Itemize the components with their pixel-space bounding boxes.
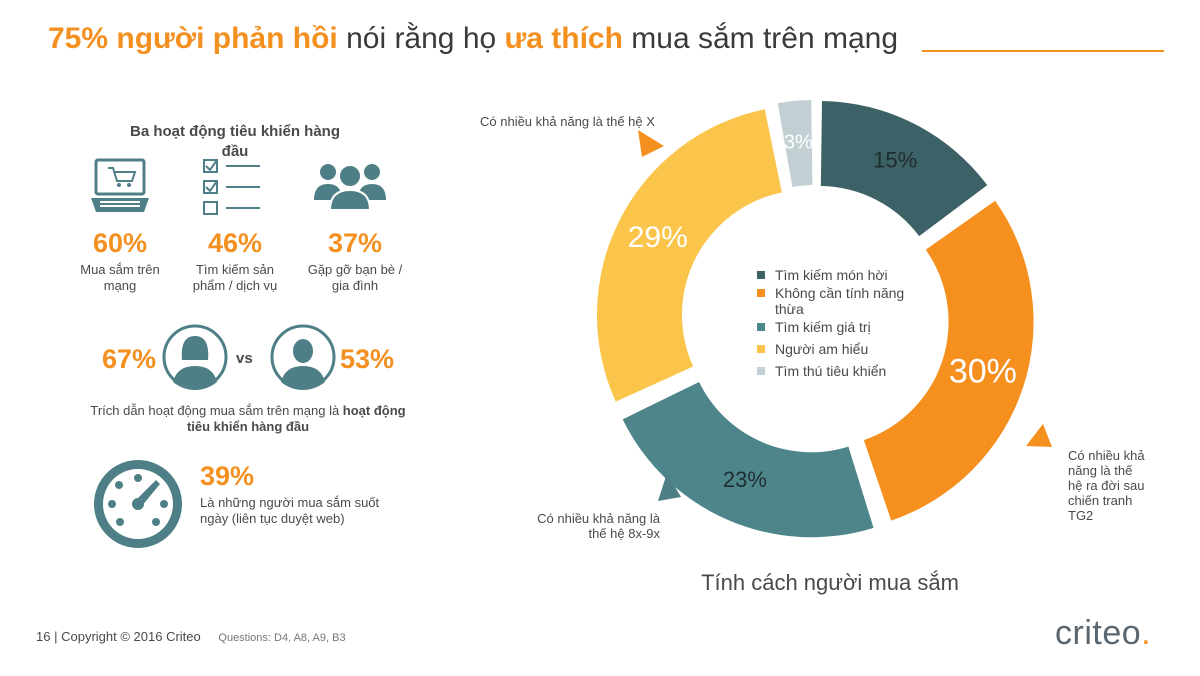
top-activities-heading: Ba hoạt động tiêu khiển hàng đầu (130, 123, 340, 160)
always-on-percent: 39% (200, 461, 255, 491)
copyright-text: Copyright © 2016 Criteo (61, 629, 201, 644)
footer-separator: | (54, 629, 58, 644)
donut-slice (622, 382, 874, 538)
legend-swatch (757, 289, 765, 297)
legend-label: Tìm kiếm giá trị (775, 319, 871, 335)
female-avatar-icon (162, 324, 228, 390)
questions-reference: Questions: D4, A8, A9, B3 (218, 632, 346, 644)
activity-1-label: Mua sắm trên mạng (80, 262, 160, 293)
donut-slice (820, 101, 988, 237)
annotation-postwar: Có nhiều khả năng là thế hệ ra đời sau c… (1068, 448, 1145, 523)
activity-3-percent: 37% (327, 228, 383, 258)
legend-swatch (757, 323, 765, 331)
activity-2-percent: 46% (207, 228, 263, 258)
checklist-icon (203, 159, 260, 215)
activity-1-percent: 60% (92, 228, 148, 258)
annotation-pointer-postwar (1026, 424, 1052, 447)
title-highlight-prefer: ưa thích (504, 22, 623, 55)
legend-swatch (757, 367, 765, 375)
legend-swatch (757, 345, 765, 353)
legend-label: Tìm kiếm món hời (775, 267, 888, 283)
activity-3-label: Gặp gỡ bạn bè / gia đình (307, 262, 403, 293)
slice-value-label: 23% (723, 467, 767, 492)
annotation-gen-x: Có nhiều khả năng là thế hệ X (480, 114, 655, 129)
criteo-logo: criteo. (1055, 614, 1151, 653)
footer: 16 | Copyright © 2016 Criteo Questions: … (36, 629, 346, 644)
title-highlight-stat: 75% người phản hồi (48, 22, 338, 55)
legend-swatch (757, 271, 765, 279)
page-number: 16 (36, 629, 51, 644)
donut-slice (596, 109, 782, 402)
slice-value-label: 15% (873, 148, 917, 173)
female-percent: 67% (101, 344, 157, 374)
legend-label: Tìm thú tiêu khiển (775, 363, 887, 379)
male-avatar-icon (270, 324, 336, 390)
annotation-8x9x: Có nhiều khả năng là thế hệ 8x-9x (537, 511, 660, 541)
annotation-pointer-gen-x (638, 130, 664, 157)
slice-value-label: 3% (784, 132, 813, 154)
legend-label: Người am hiểu (775, 341, 869, 357)
donut-slice (777, 100, 813, 187)
speedometer-icon (94, 460, 182, 548)
laptop-cart-icon (91, 158, 149, 212)
logo-dot: . (1141, 614, 1152, 652)
gender-caption-text: Trích dẫn hoạt động mua sắm trên mạng là (90, 403, 343, 418)
legend-label: Không cần tính năng thừa (775, 285, 905, 317)
slice-value-label: 29% (628, 221, 688, 254)
title-text-1: nói rằng họ (337, 22, 505, 55)
annotation-pointer-8x9x (658, 473, 681, 501)
chart-legend: Tìm kiếm món hời Không cần tính năng thừ… (757, 267, 937, 387)
activity-2-label: Tìm kiếm sản phẩm / dịch vụ (192, 262, 278, 293)
male-percent: 53% (339, 344, 395, 374)
gender-caption-bold: hoạt động tiêu khiển hàng đầu (186, 403, 406, 434)
title-text-2: mua sắm trên mạng (622, 22, 899, 55)
logo-wordmark: criteo (1055, 614, 1142, 652)
gender-caption: Trích dẫn hoạt động mua sắm trên mạng là… (88, 403, 408, 435)
always-on-label: Là những người mua sắm suốt ngày (liên t… (200, 495, 380, 526)
people-group-icon (314, 164, 386, 210)
chart-title: Tính cách người mua sắm (701, 570, 959, 595)
donut-slice (863, 200, 1034, 521)
title-divider (922, 50, 1164, 52)
vs-label: vs (236, 350, 253, 367)
page-title: 75% người phản hồi nói rằng họ ưa thích … (48, 22, 898, 56)
slice-value-label: 30% (949, 353, 1017, 391)
personality-donut-chart: 15% 30% 23% 29% 3% (596, 100, 1052, 538)
